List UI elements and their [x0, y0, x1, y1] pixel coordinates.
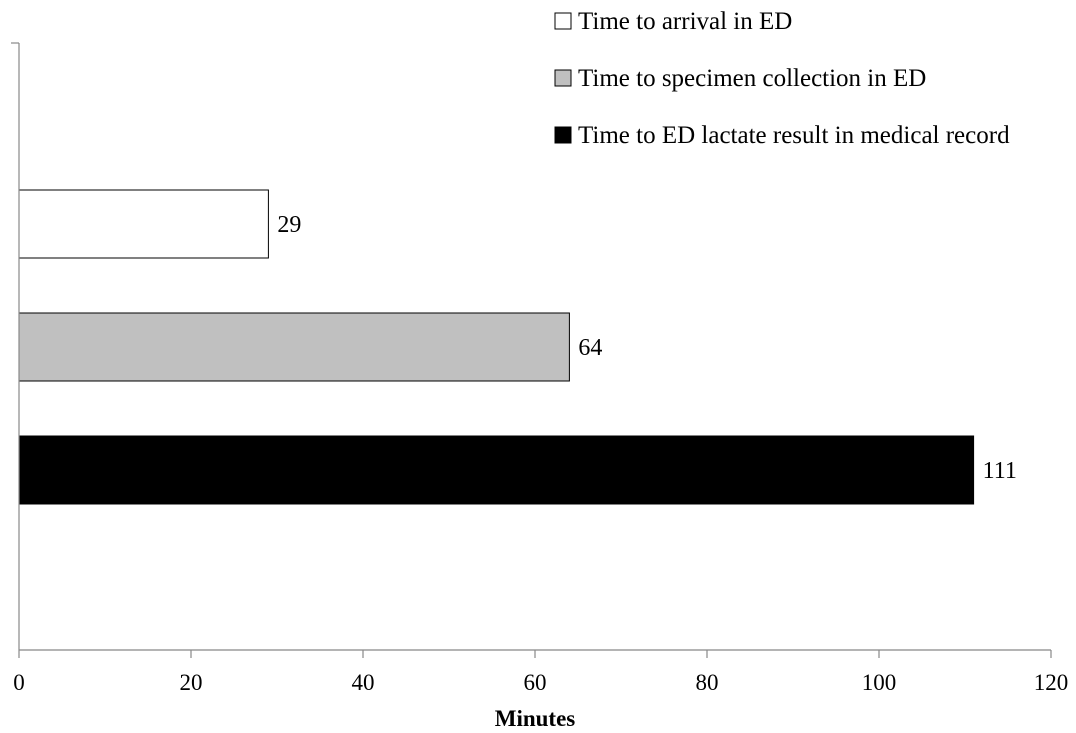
x-axis-title: Minutes: [495, 706, 576, 731]
legend-label: Time to specimen collection in ED: [578, 65, 926, 92]
bar-value-label: 111: [983, 458, 1017, 484]
bar-2: [18, 312, 570, 382]
legend: Time to arrival in ED Time to specimen co…: [554, 8, 1010, 149]
bar-1: [18, 189, 269, 259]
x-tick-label: 120: [1034, 670, 1069, 695]
legend-swatch: [554, 12, 572, 30]
x-tick-label: 20: [180, 670, 203, 695]
x-tick-label: 80: [696, 670, 719, 695]
legend-label: Time to arrival in ED: [578, 8, 792, 35]
x-tick-label: 0: [13, 670, 25, 695]
x-tick-label: 60: [524, 670, 547, 695]
axes: 0 20 40 60 80 100 120: [11, 42, 1069, 695]
legend-swatch: [554, 126, 572, 144]
bars: 29 64 111: [18, 189, 1017, 505]
legend-label: Time to ED lactate result in medical rec…: [578, 122, 1010, 149]
bar-value-label: 64: [578, 335, 602, 361]
legend-swatch: [554, 69, 572, 87]
bar-3: [18, 435, 975, 505]
x-tick-label: 40: [352, 670, 375, 695]
x-tick-label: 100: [862, 670, 897, 695]
bar-value-label: 29: [277, 212, 301, 238]
